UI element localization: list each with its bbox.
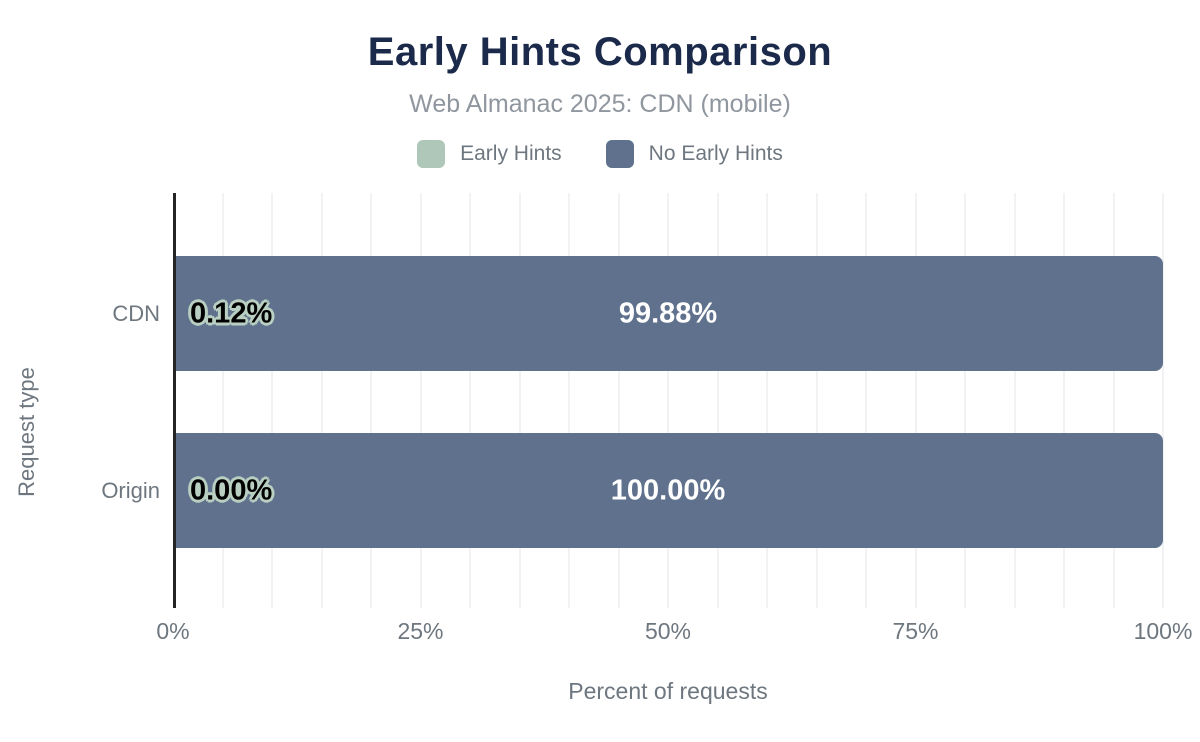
category-label-cdn: CDN (112, 301, 160, 326)
early-hints-swatch-icon (417, 140, 446, 168)
legend-item-no-early-hints[interactable]: No Early Hints (605, 140, 783, 168)
gridline (568, 193, 570, 608)
legend-label-early-hints: Early Hints (460, 142, 562, 165)
chart-subtitle: Web Almanac 2025: CDN (mobile) (409, 90, 791, 118)
gridline (320, 193, 323, 608)
gridline (716, 193, 719, 608)
gridline (419, 193, 422, 608)
bar-segment-no-early-hints[interactable] (174, 256, 1163, 371)
bar-label-early-hints: 0.00% (190, 474, 273, 506)
x-tick-label: 25% (397, 618, 444, 644)
gridline (865, 193, 867, 608)
gridline (271, 193, 273, 608)
bar-row-cdn[interactable]: 0.12% 99.88% (173, 256, 1163, 371)
gridline (617, 193, 620, 608)
plot-area: 0.12% 99.88% 0.00% 100.00% (173, 193, 1164, 608)
bar-label-no-early-hints: 99.88% (618, 297, 718, 329)
x-tick-label: 100% (1133, 618, 1193, 644)
x-tick-label: 0% (156, 618, 190, 644)
gridline (914, 193, 917, 608)
legend-label-no-early-hints: No Early Hints (648, 142, 783, 165)
gridline (815, 193, 818, 608)
x-tick-label: 50% (644, 618, 692, 644)
gridline (370, 193, 372, 608)
no-early-hints-swatch-icon (605, 140, 634, 168)
bar-label-early-hints: 0.12% (190, 297, 273, 329)
gridline (766, 193, 768, 608)
category-label-origin: Origin (101, 478, 160, 503)
bar-row-origin[interactable]: 0.00% 100.00% (173, 433, 1163, 548)
gridline (1112, 193, 1115, 608)
bar-label-no-early-hints: 100.00% (610, 474, 726, 506)
x-axis-title: Percent of requests (568, 678, 768, 704)
gridline (221, 193, 224, 608)
chart-title: Early Hints Comparison (367, 30, 833, 74)
bar-segment-no-early-hints[interactable] (173, 433, 1163, 548)
x-tick-label: 75% (892, 618, 939, 644)
gridline (1013, 193, 1016, 608)
y-axis-line (173, 193, 176, 608)
gridline (1162, 193, 1164, 608)
gridline (667, 193, 669, 608)
gridline (964, 193, 966, 608)
gridline (469, 193, 471, 608)
gridline (518, 193, 521, 608)
legend-item-early-hints[interactable]: Early Hints (417, 140, 562, 168)
legend: Early Hints No Early Hints (0, 140, 1200, 168)
gridline (1063, 193, 1065, 608)
